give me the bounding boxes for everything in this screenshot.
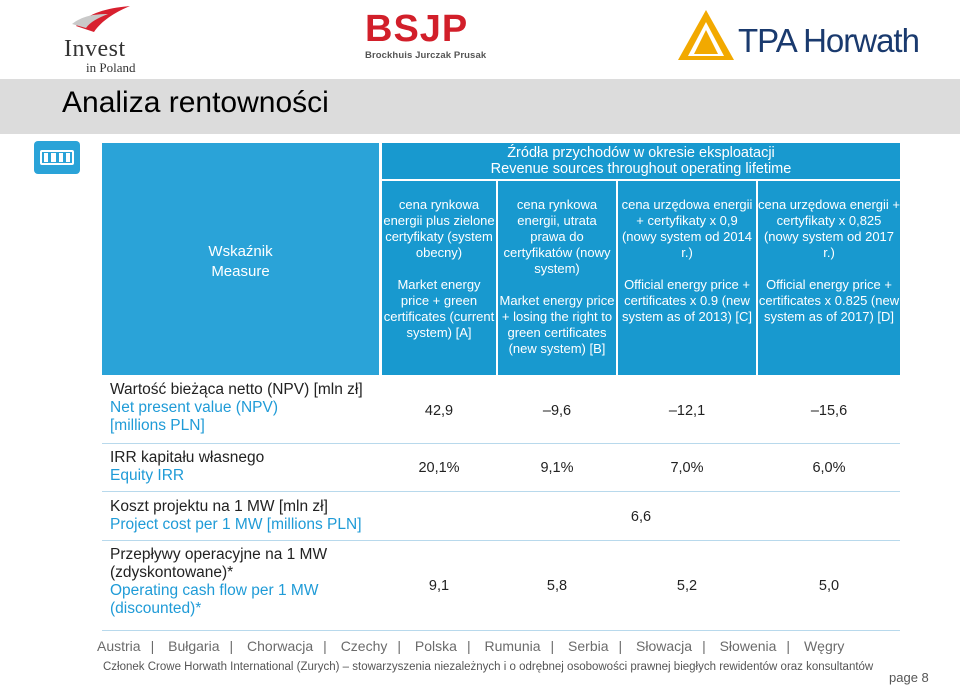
column-header-a-pl: cena rynkowa energii plus zielone certyf…: [383, 197, 495, 260]
column-header-d: cena urzędowa energii + certyfikaty x 0,…: [758, 181, 900, 375]
row-label-en: Operating cash flow per 1 MW: [110, 582, 319, 599]
country-item: Serbia: [568, 638, 609, 654]
row-label-pl: Przepływy operacyjne na 1 MW: [110, 546, 328, 563]
country-item: Słowenia: [719, 638, 777, 654]
row-label-pl-2: (zdyskontowane)*: [110, 564, 234, 581]
cell-value: 9,1: [428, 578, 450, 594]
column-header-a-en: Market energy price + green certificates…: [383, 277, 495, 340]
country-item: Austria: [97, 638, 141, 654]
cell-value: –15,6: [810, 403, 848, 419]
table-row-npv: Wartość bieżąca netto (NPV) [mln zł] Net…: [102, 381, 900, 443]
country-item: Chorwacja: [247, 638, 314, 654]
measure-header-en: Measure: [211, 263, 270, 280]
column-header-d-pl: cena urzędowa energii + certyfikaty x 0,…: [758, 197, 901, 260]
cell-value: 7,0%: [670, 460, 704, 476]
revenue-sources-header: Źródła przychodów w okresie eksploatacji…: [382, 143, 900, 179]
cell-value: 6,0%: [812, 460, 846, 476]
column-header-c-en: Official energy price + certificates x 0…: [621, 277, 753, 324]
cell-value: 5,8: [546, 578, 568, 594]
row-label-en: Net present value (NPV): [110, 399, 278, 416]
column-header-a: cena rynkowa energii plus zielone certyf…: [382, 181, 496, 375]
revenue-sources-en: Revenue sources throughout operating lif…: [490, 161, 792, 177]
cell-value: 20,1%: [418, 460, 460, 476]
country-item: Węgry: [803, 638, 845, 654]
tpa-horwath-logo: TPA Horwath: [676, 8, 926, 68]
country-item: Polska: [414, 638, 457, 654]
measure-header: Wskaźnik Measure: [102, 143, 379, 375]
table-row-project-cost: Koszt projektu na 1 MW [mln zł] Project …: [102, 498, 900, 540]
table-row-cash-flow: Przepływy operacyjne na 1 MW (zdyskontow…: [102, 546, 900, 626]
row-label-en: Equity IRR: [110, 467, 185, 484]
country-item: Czechy: [340, 638, 388, 654]
row-label: Przepływy operacyjne na 1 MW (zdyskontow…: [110, 546, 327, 618]
column-header-d-en: Official energy price + certificates x 0…: [758, 277, 900, 324]
cell-value: –9,6: [542, 403, 572, 419]
row-label: Wartość bieżąca netto (NPV) [mln zł] Net…: [110, 381, 363, 435]
row-label: Koszt projektu na 1 MW [mln zł] Project …: [110, 498, 362, 534]
row-label-en-2: (discounted)*: [110, 600, 202, 617]
tpa-logo-text: TPA Horwath: [738, 22, 920, 59]
row-label: IRR kapitału własnego Equity IRR: [110, 449, 264, 485]
column-header-c: cena urzędowa energii + certyfikaty x 0,…: [618, 181, 756, 375]
page-number: page 8: [889, 670, 929, 685]
measure-header-pl: Wskaźnik: [208, 243, 273, 260]
flag-icon: [72, 6, 130, 32]
row-divider: [102, 443, 900, 444]
cell-value: 5,0: [818, 578, 840, 594]
column-header-b-en: Market energy price + losing the right t…: [499, 293, 615, 356]
row-label-pl: Koszt projektu na 1 MW [mln zł]: [110, 498, 328, 515]
row-divider: [102, 540, 900, 541]
row-divider: [102, 491, 900, 492]
countries-list: Austria | Bułgaria | Chorwacja | Czechy | Po…: [97, 638, 845, 654]
member-note: Członek Crowe Horwath International (Zur…: [103, 661, 874, 673]
bsjp-logo-subtitle: Brockhuis Jurczak Prusak: [365, 50, 487, 61]
invest-logo-line1: Invest: [64, 36, 126, 62]
tpa-triangle-icon: [678, 10, 734, 60]
cell-value: –12,1: [668, 403, 706, 419]
row-label-en: Project cost per 1 MW [millions PLN]: [110, 516, 362, 533]
invest-logo-line2: in Poland: [86, 60, 136, 75]
row-label-pl: IRR kapitału własnego: [110, 449, 265, 466]
country-item: Rumunia: [484, 638, 541, 654]
profitability-table: Wskaźnik Measure Źródła przychodów w okr…: [102, 143, 900, 631]
title-band: Analiza rentowności: [0, 79, 960, 134]
cell-value: 42,9: [424, 403, 454, 419]
bsjp-logo: BSJP Brockhuis Jurczak Prusak: [365, 10, 486, 61]
country-item: Bułgaria: [168, 638, 220, 654]
column-header-b-pl: cena rynkowa energii, utrata prawa do ce…: [503, 197, 611, 276]
country-item: Słowacja: [636, 638, 693, 654]
invest-in-poland-logo: Invest in Poland: [58, 4, 158, 75]
cell-value: 6,6: [630, 509, 652, 525]
column-header-c-pl: cena urzędowa energii + certyfikaty x 0,…: [621, 197, 753, 260]
row-label-pl: Wartość bieżąca netto (NPV) [mln zł]: [110, 381, 363, 398]
row-divider: [102, 630, 900, 631]
bsjp-logo-text: BSJP: [365, 8, 469, 50]
cell-value: 9,1%: [540, 460, 574, 476]
row-label-en-unit: [millions PLN]: [110, 417, 205, 434]
table-row-irr: IRR kapitału własnego Equity IRR 20,1% 9…: [102, 449, 900, 491]
column-header-b: cena rynkowa energii, utrata prawa do ce…: [498, 181, 616, 375]
page-title: Analiza rentowności: [62, 86, 329, 119]
cell-value: 5,2: [676, 578, 698, 594]
revenue-sources-pl: Źródła przychodów w okresie eksploatacji: [507, 145, 775, 161]
table-icon: [34, 141, 80, 174]
